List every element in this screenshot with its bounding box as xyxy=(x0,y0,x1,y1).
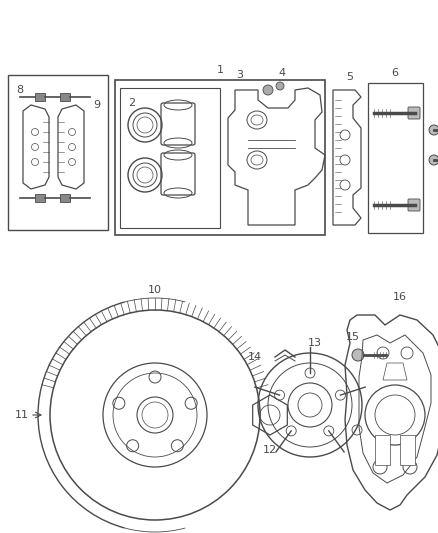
Text: 14: 14 xyxy=(248,352,262,362)
Polygon shape xyxy=(400,435,415,465)
Circle shape xyxy=(276,82,284,90)
Text: 15: 15 xyxy=(346,332,360,342)
Circle shape xyxy=(429,155,438,165)
Text: 8: 8 xyxy=(16,85,23,95)
Polygon shape xyxy=(375,435,390,465)
Text: 13: 13 xyxy=(308,338,322,348)
Bar xyxy=(120,88,220,228)
Bar xyxy=(60,93,70,101)
Text: 4: 4 xyxy=(279,68,286,78)
Text: 3: 3 xyxy=(237,70,244,80)
Text: 16: 16 xyxy=(393,292,407,302)
Bar xyxy=(60,194,70,202)
Bar xyxy=(115,80,325,235)
Bar xyxy=(35,93,45,101)
Text: 9: 9 xyxy=(93,100,100,110)
Text: 5: 5 xyxy=(346,72,353,82)
Circle shape xyxy=(263,85,273,95)
Text: 12: 12 xyxy=(263,445,277,455)
FancyBboxPatch shape xyxy=(408,107,420,119)
Circle shape xyxy=(429,125,438,135)
Text: 1: 1 xyxy=(216,65,223,75)
FancyBboxPatch shape xyxy=(408,199,420,211)
Text: 6: 6 xyxy=(392,68,399,78)
Bar xyxy=(35,194,45,202)
Polygon shape xyxy=(383,363,407,380)
Text: 2: 2 xyxy=(128,98,135,108)
Text: 11: 11 xyxy=(15,410,29,420)
Circle shape xyxy=(352,349,364,361)
Bar xyxy=(8,75,108,230)
Text: 10: 10 xyxy=(148,285,162,295)
Bar xyxy=(368,83,423,233)
